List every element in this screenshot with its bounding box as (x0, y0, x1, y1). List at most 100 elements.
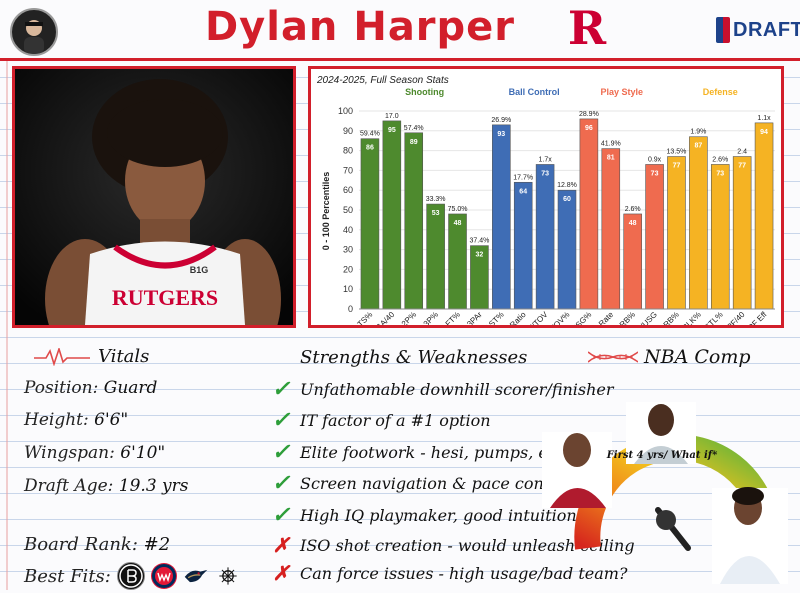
comp-player-right (712, 487, 788, 584)
check-icon: ✓ (271, 407, 291, 433)
chart-bar-stat-label: 1.9% (690, 129, 706, 136)
chart-bar-value-label: 86 (366, 145, 374, 152)
chart-bar-value-label: 48 (454, 220, 462, 227)
item-text: High IQ playmaker, good intuition (300, 505, 577, 525)
wizards-logo-icon (150, 563, 177, 589)
cross-icon: ✗ (272, 561, 290, 585)
check-icon: ✓ (271, 439, 291, 465)
vitals-heading-text: Vitals (98, 346, 150, 367)
board-rank-value: #2 (143, 534, 171, 555)
chart-bar (667, 156, 686, 310)
jersey-patch: B1G (190, 265, 209, 275)
strength-item: ✓ IT factor of a #1 option (270, 407, 491, 433)
chart-bar (579, 118, 599, 310)
chart-bar-value-label: 96 (585, 125, 593, 132)
chart-bar (601, 148, 621, 310)
strength-item: ✓ Elite footwork - hesi, pumps, etc (270, 439, 563, 465)
chart-bar-stat-label: 1.7x (538, 156, 552, 163)
chart-bar (426, 203, 445, 310)
chart-y-tick-label: 40 (343, 225, 353, 235)
cross-icon: ✗ (272, 533, 290, 557)
header: Dylan Harper R DRAFT (0, 0, 800, 61)
vitals-board-rank: Board Rank: #2 (24, 534, 170, 555)
chart-bar-stat-label: 75.0% (448, 206, 468, 213)
nba-comp-heading-text: NBA Comp (644, 346, 751, 368)
nba-draft-logo: DRAFT (716, 16, 800, 44)
chart-x-tick-label: 3P% (422, 310, 440, 325)
check-icon: ✓ (271, 376, 291, 402)
board-rank-label: Board Rank: (24, 534, 138, 555)
chart-x-tick-label: PF/40 (725, 310, 747, 325)
chart-bar-stat-label: 2.4 (737, 149, 747, 156)
chart-bar-stat-label: 28.9% (579, 111, 599, 118)
item-text: Screen navigation & pace control (300, 473, 573, 493)
chart-bar-value-label: 77 (738, 163, 746, 170)
vitals-wingspan: Wingspan: 6'10" (24, 443, 165, 463)
chart-bar-stat-label: 33.3% (426, 196, 446, 203)
nba-comp-gauge: First 4 yrs/ What if* (540, 398, 792, 588)
strength-item: ✓ Unfathomable downhill scorer/finisher (270, 376, 614, 402)
vitals-best-fits: Best Fits: (24, 562, 241, 590)
heartbeat-icon (34, 347, 90, 366)
chart-y-tick-label: 60 (343, 185, 353, 195)
chart-bar (492, 124, 511, 310)
best-fits-label: Best Fits: (24, 565, 111, 587)
chart-bar-value-label: 53 (432, 210, 440, 217)
strength-item: ✓ Screen navigation & pace control (270, 470, 573, 496)
chart-x-tick-label: FT% (444, 310, 462, 325)
chart-bar-value-label: 48 (629, 220, 637, 227)
nba-logo-icon (716, 17, 730, 43)
chart-x-tick-label: 2P% (400, 310, 418, 325)
check-icon: ✓ (271, 470, 291, 496)
wingspan-label: Wingspan: (24, 443, 115, 463)
item-text: ISO shot creation - would unleash ceilin… (300, 535, 635, 555)
player-photo: RUTGERS B1G (12, 66, 296, 328)
chart-bar-value-label: 93 (497, 131, 505, 138)
chart-bar-stat-label: 59.4% (360, 131, 380, 138)
chart-bar-value-label: 87 (694, 143, 702, 150)
chart-y-tick-label: 70 (343, 165, 353, 175)
chart-bar-stat-label: 17.7% (513, 174, 533, 181)
position-label: Position: (24, 378, 99, 398)
item-text: Can force issues - high usage/bad team? (300, 563, 628, 583)
chart-group-label: Ball Control (509, 87, 560, 97)
chart-bar-stat-label: 13.5% (667, 149, 687, 156)
chart-bar (732, 156, 752, 310)
spurs-logo-icon (215, 563, 241, 589)
pelicans-logo-icon (183, 563, 209, 589)
chart-x-tick-label: TS% (356, 310, 375, 325)
chart-y-tick-label: 90 (343, 126, 353, 136)
vitals-position: Position: Guard (24, 378, 157, 398)
page-title: Dylan Harper (204, 4, 516, 50)
wingspan-value: 6'10" (120, 443, 166, 463)
weakness-item: ✗ Can force issues - high usage/bad team? (270, 561, 628, 585)
chart-bar-value-label: 64 (519, 188, 527, 195)
dna-icon (588, 351, 638, 363)
chart-x-tick-label: DRB% (658, 310, 681, 325)
height-value: 6'6" (94, 410, 129, 430)
vitals-heading: Vitals (34, 346, 149, 367)
chart-group-label: Shooting (405, 87, 444, 97)
stats-chart-svg: 2024-2025, Full Season Stats 0 - 100 Per… (316, 75, 775, 342)
nba-comp-heading: NBA Comp (588, 346, 751, 368)
chart-bar (754, 122, 774, 310)
draft-age-value: 19.3 yrs (118, 476, 189, 496)
weakness-item: ✗ ISO shot creation - would unleash ceili… (270, 533, 635, 557)
author-avatar (10, 8, 58, 56)
comp-gauge-caption: First 4 yrs/ What if* (606, 450, 718, 461)
position-value: Guard (103, 378, 158, 398)
chart-bar (360, 138, 380, 310)
chart-title: 2024-2025, Full Season Stats (316, 75, 449, 86)
chart-bar-value-label: 60 (563, 196, 571, 203)
jersey-text: RUTGERS (112, 285, 218, 310)
chart-x-tick-label: PF Eff (746, 310, 769, 325)
item-text: Unfathomable downhill scorer/finisher (300, 379, 614, 399)
chart-bar-stat-label: 2.6% (712, 156, 728, 163)
chart-y-tick-label: 80 (343, 146, 353, 156)
comp-player-left (542, 432, 612, 508)
chart-bar (645, 164, 664, 310)
vitals-draft-age: Draft Age: 19.3 yrs (24, 476, 189, 496)
chart-group-label: Defense (703, 87, 738, 97)
chart-x-tick-label: BLK% (681, 310, 703, 325)
chart-bar (448, 213, 467, 310)
